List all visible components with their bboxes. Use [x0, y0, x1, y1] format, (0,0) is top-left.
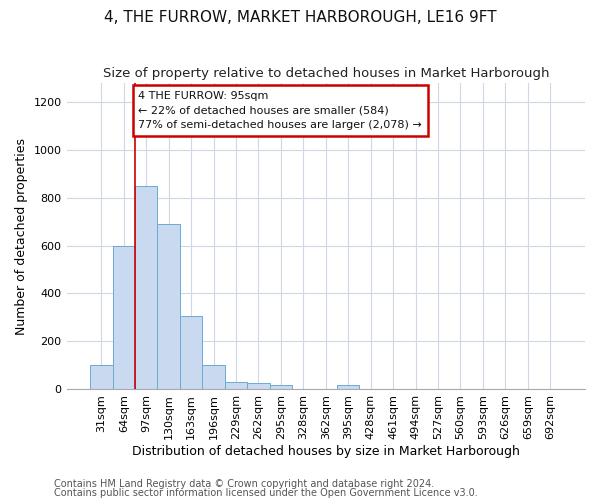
Bar — [247, 383, 269, 389]
Bar — [202, 365, 225, 389]
Bar — [135, 186, 157, 389]
Text: 4, THE FURROW, MARKET HARBOROUGH, LE16 9FT: 4, THE FURROW, MARKET HARBOROUGH, LE16 9… — [104, 10, 496, 25]
Bar — [90, 365, 113, 389]
Bar — [337, 386, 359, 389]
X-axis label: Distribution of detached houses by size in Market Harborough: Distribution of detached houses by size … — [132, 444, 520, 458]
Text: 4 THE FURROW: 95sqm
← 22% of detached houses are smaller (584)
77% of semi-detac: 4 THE FURROW: 95sqm ← 22% of detached ho… — [139, 90, 422, 130]
Bar — [269, 386, 292, 389]
Bar — [157, 224, 180, 389]
Y-axis label: Number of detached properties: Number of detached properties — [15, 138, 28, 334]
Title: Size of property relative to detached houses in Market Harborough: Size of property relative to detached ho… — [103, 68, 549, 80]
Bar — [180, 316, 202, 389]
Text: Contains HM Land Registry data © Crown copyright and database right 2024.: Contains HM Land Registry data © Crown c… — [54, 479, 434, 489]
Text: Contains public sector information licensed under the Open Government Licence v3: Contains public sector information licen… — [54, 488, 478, 498]
Bar — [113, 246, 135, 389]
Bar — [225, 382, 247, 389]
